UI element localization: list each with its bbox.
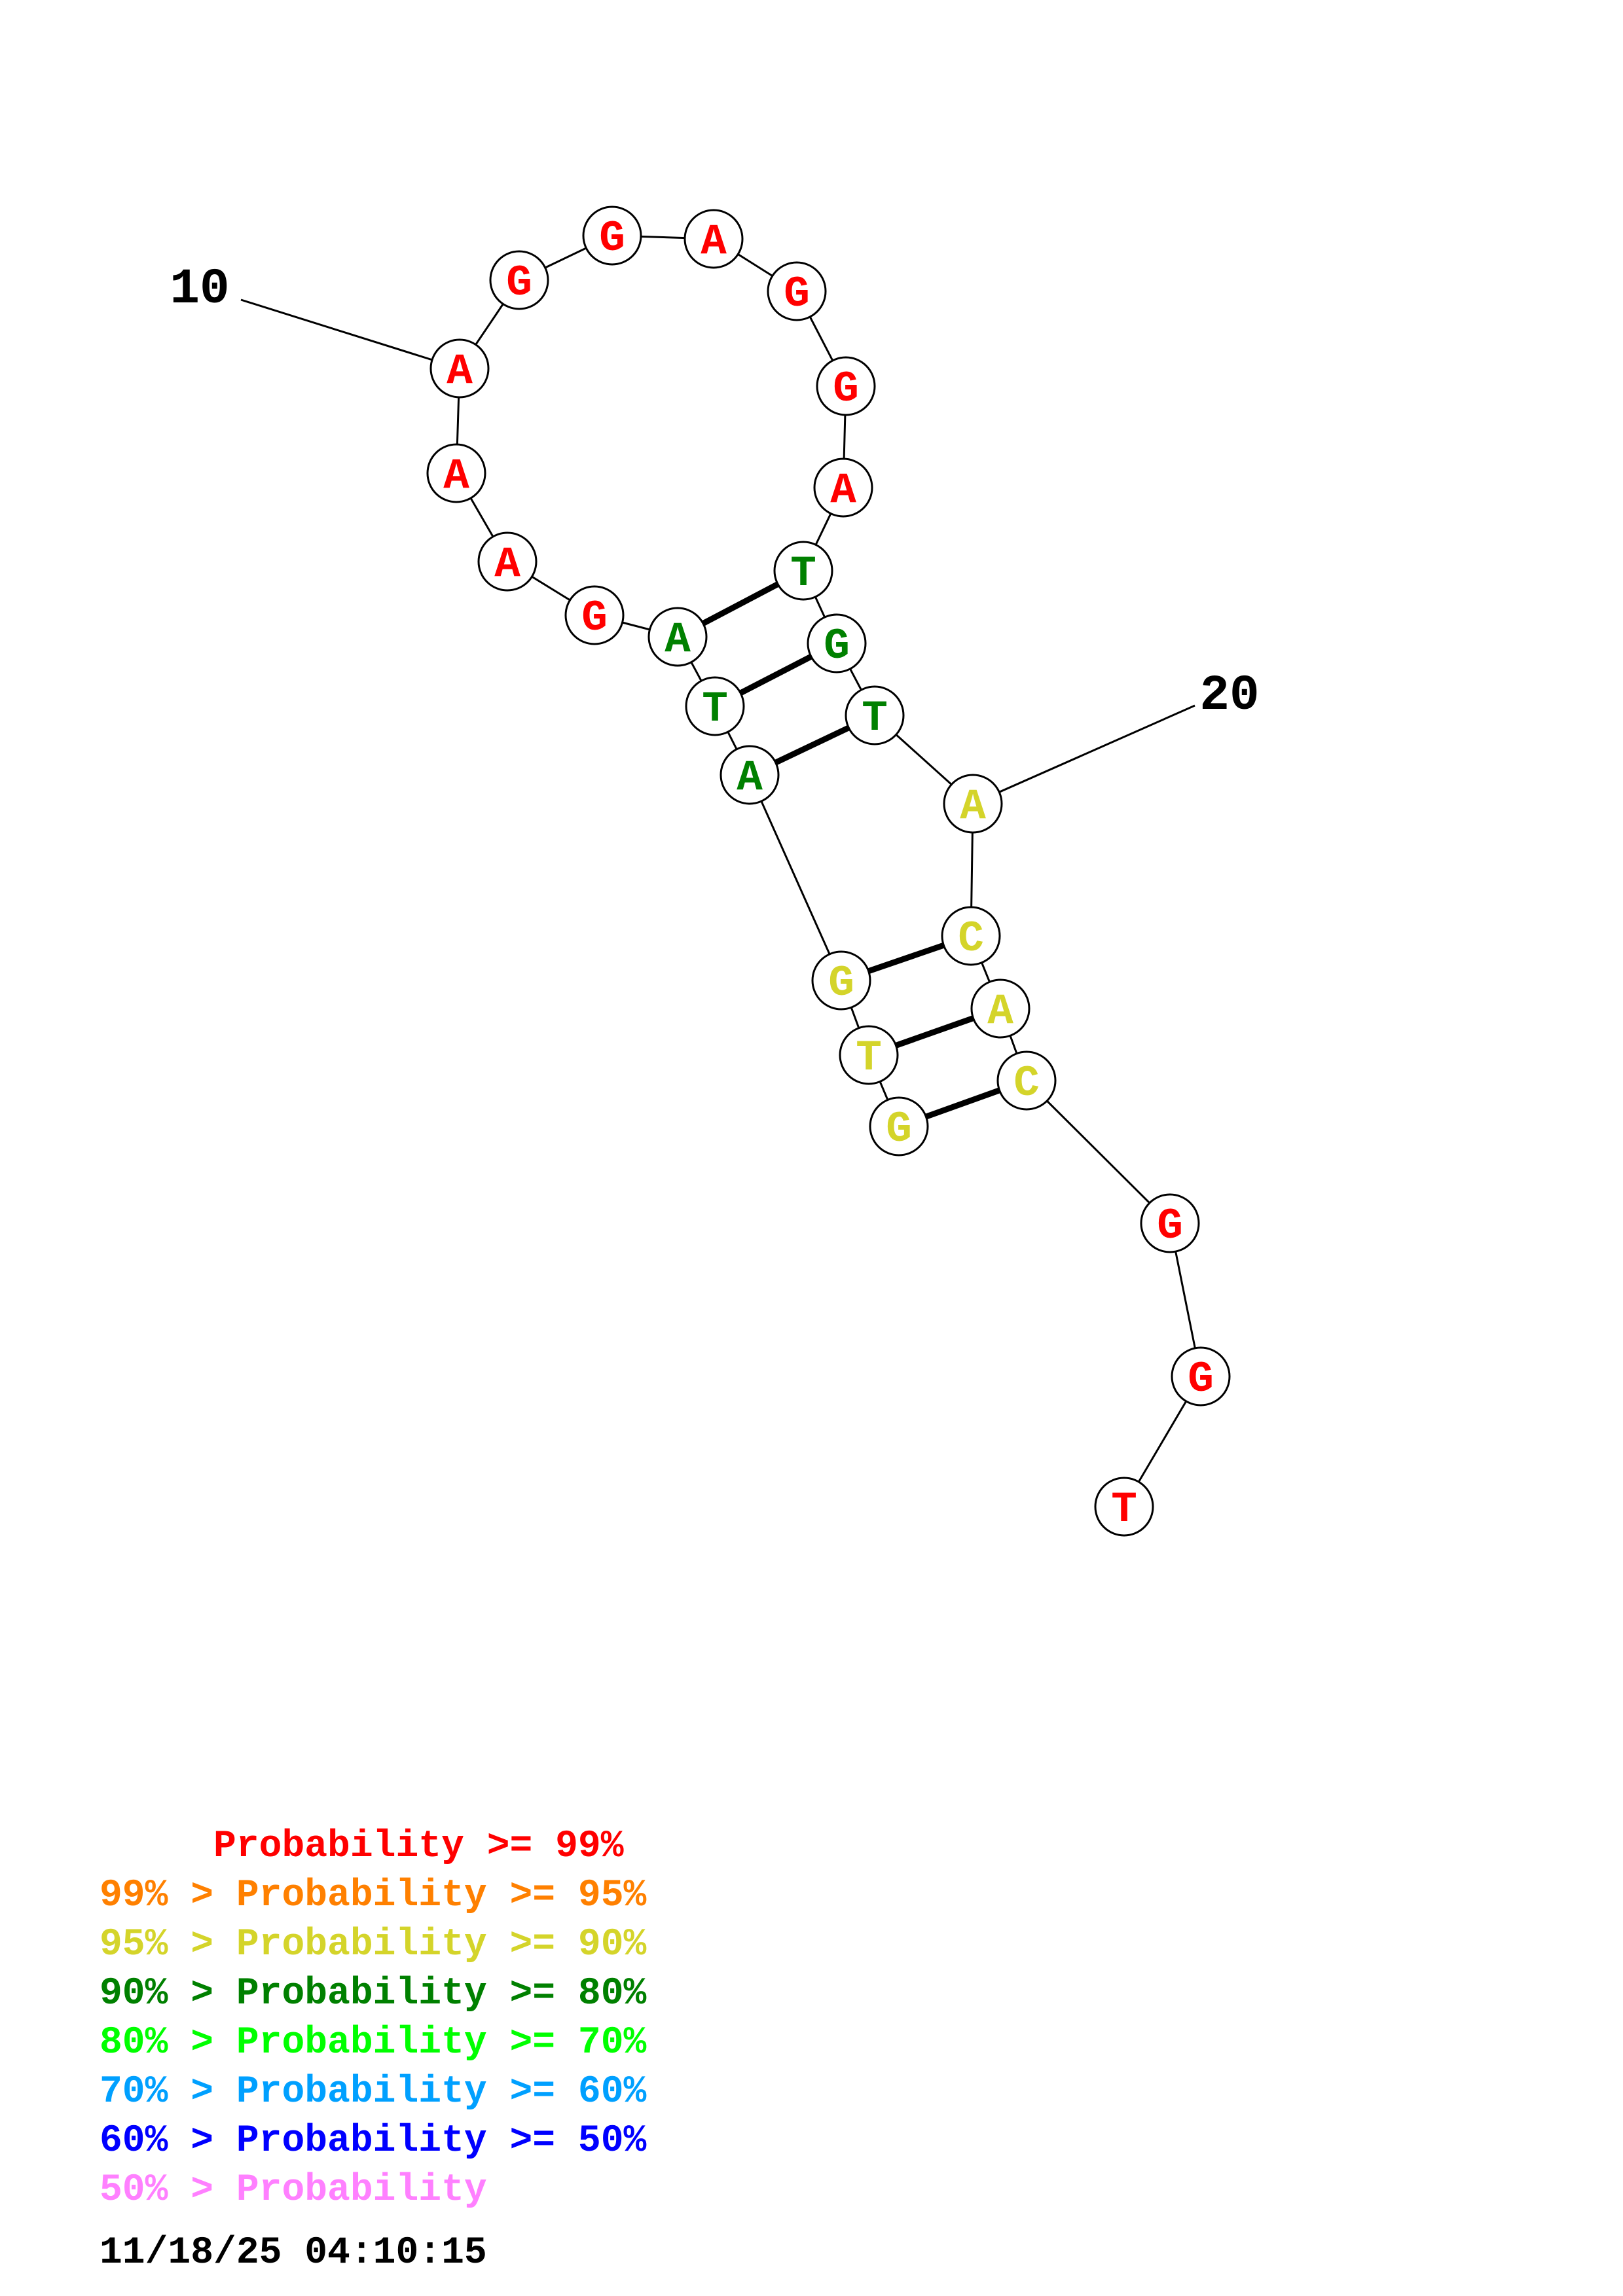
nucleotide-label: G: [506, 259, 532, 308]
nucleotide-circle: [685, 676, 745, 736]
nucleotide-T: T: [839, 1025, 899, 1085]
nucleotide-A: A: [426, 443, 486, 503]
position-marker-label: 20: [1199, 668, 1259, 724]
nucleotide-label: A: [701, 217, 727, 266]
nucleotide-A: A: [813, 457, 873, 518]
nucleotide-T: T: [1094, 1477, 1154, 1537]
nucleotide-circle: [1094, 1477, 1154, 1537]
nucleotide-A: A: [429, 338, 490, 399]
nucleotide-circle: [720, 745, 780, 805]
nucleotide-label: G: [828, 959, 854, 1008]
backbone-segment: [748, 774, 843, 981]
nucleotide-circle: [426, 443, 486, 503]
nucleotide-label: G: [824, 622, 850, 671]
nucleotide-circle: [477, 531, 538, 592]
nucleotide-label: C: [1013, 1059, 1040, 1108]
nucleotide-circle: [970, 978, 1030, 1039]
nucleotide-circle: [647, 607, 708, 667]
nucleotide-circle: [582, 206, 642, 266]
nucleotide-label: A: [987, 987, 1013, 1036]
nucleotide-circle: [807, 613, 867, 673]
nucleotide-T: T: [685, 676, 745, 736]
nucleotide-circle: [429, 338, 490, 399]
nucleotide-label: A: [830, 466, 856, 515]
nucleotide-A: A: [647, 607, 708, 667]
backbone: [455, 234, 1202, 1507]
nucleotide-A: A: [720, 745, 780, 805]
nucleotide-G: G: [564, 585, 625, 645]
nucleotide-label: G: [599, 214, 625, 263]
nucleotide-circle: [1140, 1193, 1200, 1253]
nucleotide-A: A: [684, 209, 744, 269]
nucleotide-label: T: [862, 694, 888, 743]
nucleotide-circle: [845, 685, 905, 745]
legend-line-95: 99% > Probability >= 95%: [100, 1874, 647, 1917]
nucleotide-circle: [816, 356, 876, 416]
nucleotide-circle: [941, 906, 1001, 966]
nucleotide-G: G: [807, 613, 867, 673]
nucleotide-label: A: [494, 540, 520, 589]
nucleotide-C: C: [996, 1050, 1057, 1111]
legend-line-80: 90% > Probability >= 80%: [100, 1973, 647, 2015]
nucleotide-circle: [811, 950, 871, 1011]
nucleotide-G: G: [811, 950, 871, 1011]
nucleotide-label: A: [443, 452, 469, 501]
nucleotide-label: T: [790, 549, 816, 598]
nucleotide-label: G: [833, 365, 859, 414]
nucleotide-G: G: [1171, 1346, 1231, 1407]
position-marker-line: [240, 298, 460, 370]
nucleotide-G: G: [816, 356, 876, 416]
nucleotide-circle: [996, 1050, 1057, 1111]
nucleotide-circle: [813, 457, 873, 518]
nucleotide-label: G: [886, 1105, 912, 1154]
nucleotide-label: A: [447, 347, 473, 396]
legend-line-60: 70% > Probability >= 60%: [100, 2071, 647, 2113]
nucleotide-T: T: [845, 685, 905, 745]
nucleotide-circle: [773, 541, 833, 601]
timestamp: 11/18/25 04:10:15: [100, 2232, 487, 2274]
nucleotide-label: T: [856, 1033, 882, 1083]
legend-line-70: 80% > Probability >= 70%: [100, 2022, 647, 2064]
nucleotide-label: A: [665, 615, 691, 664]
nucleotide-label: G: [784, 270, 810, 319]
nucleotide-circle: [489, 250, 549, 310]
nucleotide-G: G: [1140, 1193, 1200, 1253]
nucleotide-G: G: [767, 261, 827, 321]
backbone-segment: [1025, 1079, 1171, 1225]
nucleotide-circle: [943, 774, 1003, 834]
legend-line-99: Probability >= 99%: [100, 1825, 624, 1868]
nucleotide-circle: [1171, 1346, 1231, 1407]
legend-line-90: 95% > Probability >= 90%: [100, 1924, 647, 1966]
nucleotide-label: A: [737, 753, 763, 802]
legend-line-low: 50% > Probability: [100, 2169, 487, 2212]
nucleotide-C: C: [941, 906, 1001, 966]
nucleotide-label: T: [1111, 1485, 1137, 1534]
nucleotide-label: T: [702, 685, 728, 734]
legend-line-50: 60% > Probability >= 50%: [100, 2120, 647, 2162]
nucleotide-label: G: [581, 594, 608, 643]
position-markers: 10 20: [170, 261, 1260, 805]
nucleotide-label: G: [1188, 1355, 1214, 1404]
nucleotide-circle: [839, 1025, 899, 1085]
nucleotide-circle: [684, 209, 744, 269]
nucleotide-circle: [869, 1096, 929, 1157]
nucleotide-A: A: [970, 978, 1030, 1039]
nucleotide-circle: [767, 261, 827, 321]
nucleotide-G: G: [869, 1096, 929, 1157]
nucleotide-label: A: [960, 782, 986, 831]
nucleotide-G: G: [489, 250, 549, 310]
nucleotide-A: A: [477, 531, 538, 592]
nucleotide-label: C: [958, 914, 984, 963]
position-marker-label: 10: [170, 261, 229, 317]
nucleotide-A: A: [943, 774, 1003, 834]
nucleotide-G: G: [582, 206, 642, 266]
nucleotide-circle: [564, 585, 625, 645]
nucleotide-T: T: [773, 541, 833, 601]
nucleotide-label: G: [1157, 1202, 1183, 1251]
position-marker-line: [972, 704, 1195, 805]
